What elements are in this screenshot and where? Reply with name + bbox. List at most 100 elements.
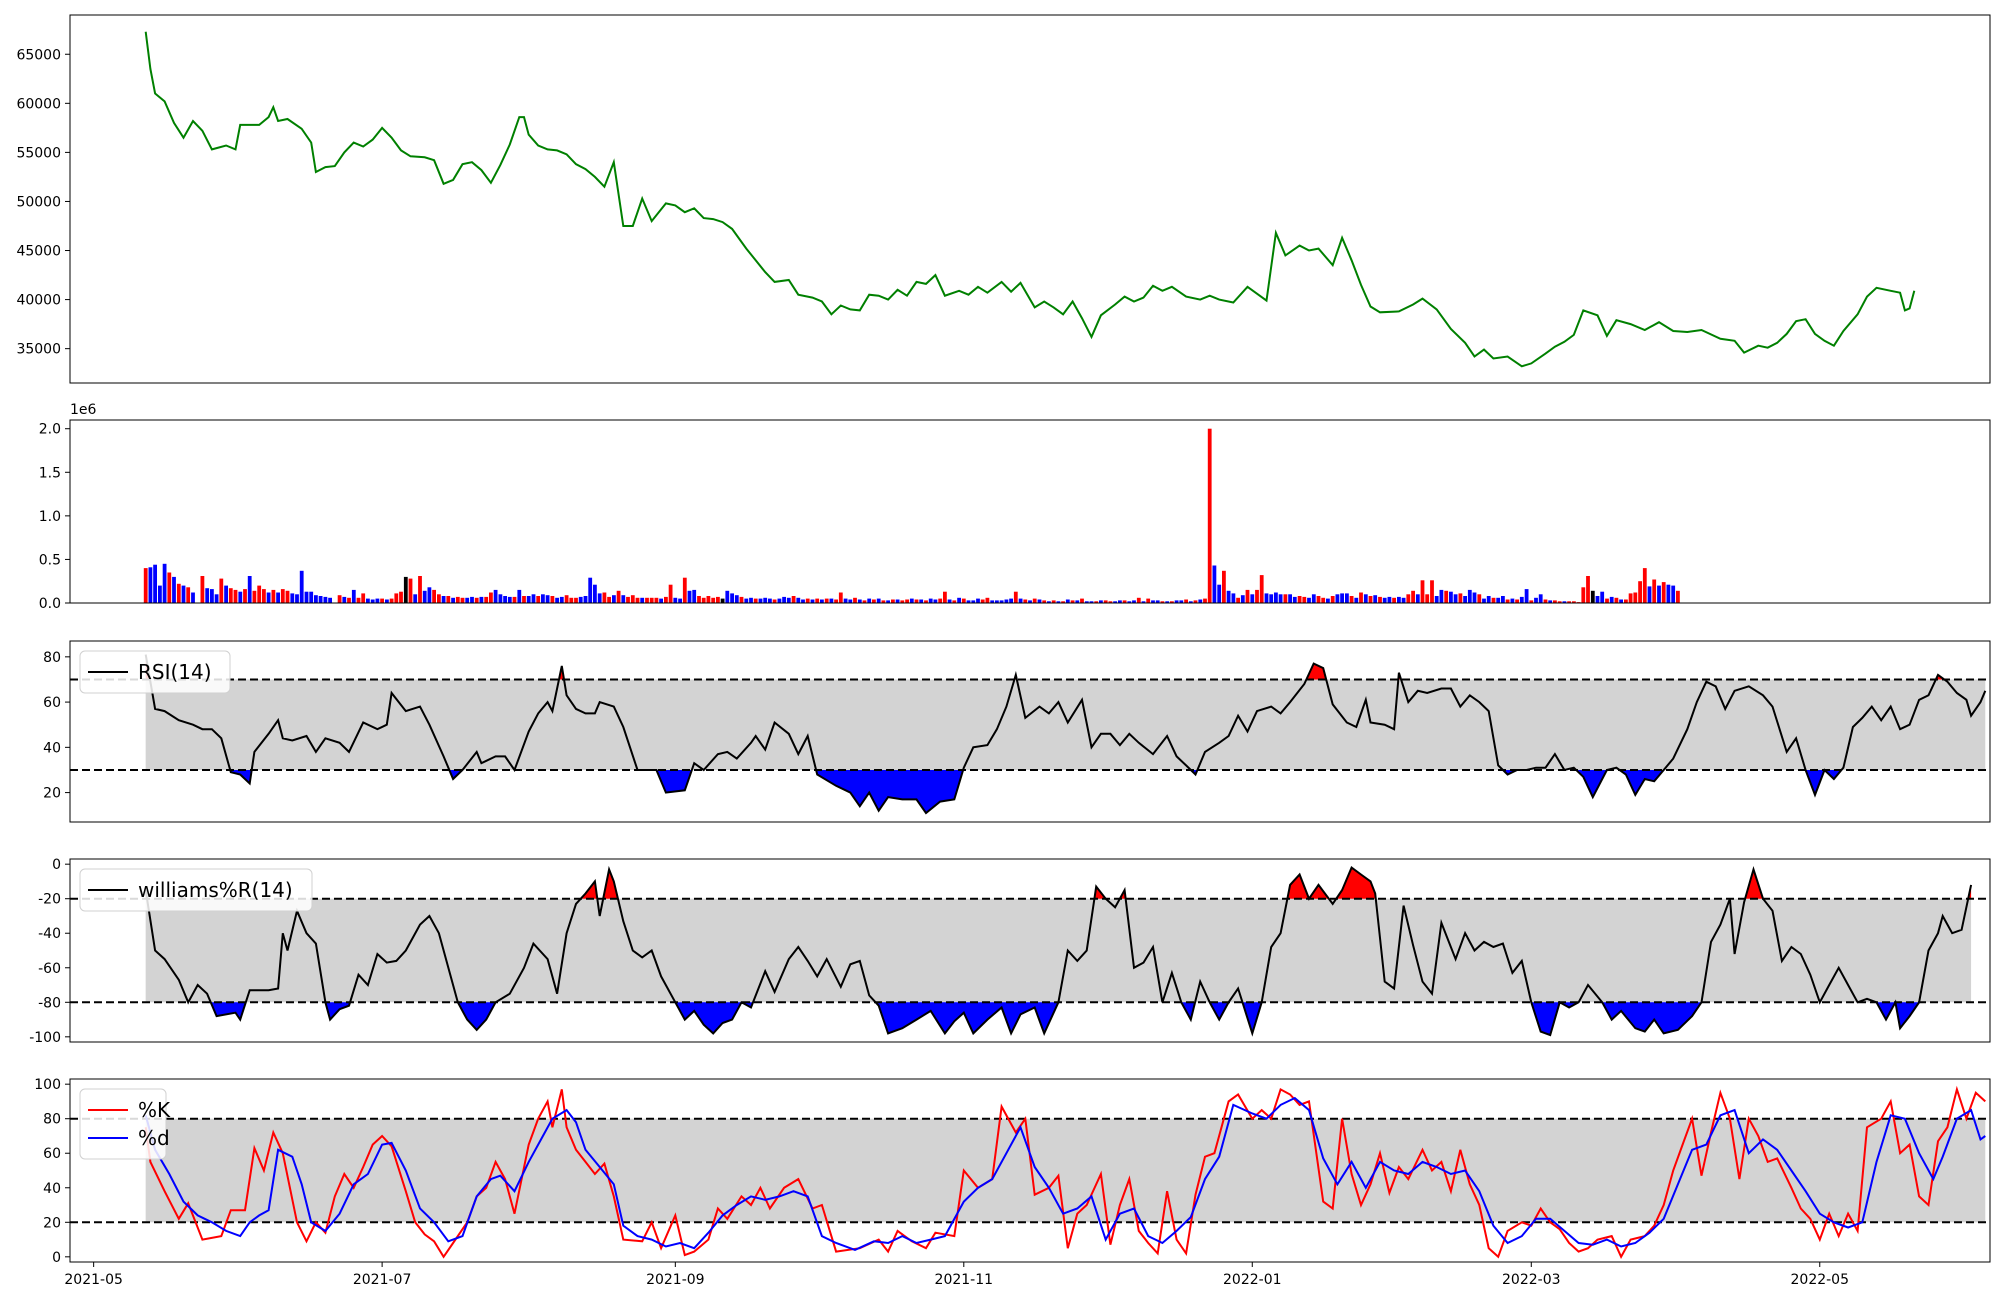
volume-bar — [1538, 594, 1543, 603]
volume-bar — [437, 594, 441, 603]
volume-bar — [1657, 585, 1661, 603]
volume-bar — [285, 590, 290, 603]
volume-bar — [1486, 596, 1491, 603]
volume-bar — [1136, 597, 1141, 603]
volume-bar — [593, 584, 597, 603]
volume-bar — [744, 598, 749, 603]
stochastic-legend: %K %d — [79, 1088, 171, 1160]
legend-label: williams%R(14) — [138, 878, 293, 902]
volume-bar — [375, 598, 380, 603]
volume-bar — [730, 593, 734, 603]
volume-bar — [422, 590, 427, 603]
volume-bar — [933, 599, 938, 603]
volume-bar — [1382, 597, 1387, 603]
x-tick-label: 2021-11 — [935, 1272, 994, 1288]
volume-bar — [1160, 601, 1165, 603]
volume-bar — [820, 599, 824, 603]
price-panel: 35000 40000 45000 50000 55000 60000 65000 — [16, 14, 1991, 384]
volume-bar — [1013, 591, 1018, 603]
volume-bar — [507, 596, 512, 603]
williams-r-oversold-fill — [457, 1002, 496, 1030]
volume-bar — [905, 599, 909, 603]
volume-bar — [1056, 601, 1061, 603]
volume-bar — [1222, 570, 1226, 603]
volume-bar — [914, 599, 919, 603]
volume-bar — [838, 592, 843, 603]
volume-bar — [796, 597, 801, 603]
volume-bar — [1482, 598, 1486, 603]
volume-bar — [295, 594, 299, 603]
volume-bar — [1666, 584, 1671, 603]
volume-bar — [801, 599, 805, 603]
volume-bar — [1515, 599, 1519, 603]
volume-bar — [257, 585, 262, 603]
volume-bar — [1586, 576, 1590, 603]
williams-r-oversold-fill — [675, 1002, 742, 1034]
volume-bar — [418, 576, 422, 603]
volume-bar — [432, 589, 436, 603]
volume-bar — [872, 599, 876, 603]
volume-bar — [782, 596, 786, 603]
volume-bar — [1349, 596, 1354, 603]
volume-bar — [621, 595, 626, 603]
volume-bar — [924, 600, 928, 603]
volume-bar — [328, 597, 332, 603]
volume-bar — [772, 599, 777, 603]
volume-bar — [389, 598, 394, 603]
volume-bar — [749, 597, 753, 603]
volume-bar — [583, 596, 588, 603]
volume-bar — [1269, 594, 1274, 603]
volume-bar — [399, 591, 403, 603]
volume-bar — [172, 576, 176, 603]
volume-bar — [900, 600, 905, 603]
volume-bar — [1141, 601, 1146, 603]
volume-bar — [465, 597, 470, 603]
volume-bar — [786, 597, 791, 603]
volume-bar — [1321, 597, 1326, 603]
volume-bar — [947, 599, 952, 603]
volume-bar — [351, 589, 356, 603]
volume-bar — [1534, 597, 1538, 603]
volume-bar — [1203, 598, 1207, 603]
volume-bar — [1458, 593, 1463, 603]
volume-bar — [649, 597, 654, 603]
volume-bar — [716, 596, 720, 603]
volume-bar — [810, 599, 815, 603]
volume-bar — [891, 599, 895, 603]
y-tick-label: -60 — [38, 961, 61, 977]
volume-bar — [725, 590, 730, 603]
volume-bar — [1288, 594, 1292, 603]
volume-bar — [1472, 592, 1477, 603]
volume-bar — [1326, 598, 1330, 603]
volume-bar — [1307, 597, 1311, 603]
y-tick-label: 100 — [34, 1077, 61, 1093]
x-tick-label: 2022-03 — [1502, 1272, 1561, 1288]
volume-bar — [460, 597, 465, 603]
volume-bar — [758, 598, 763, 603]
volume-bar — [1614, 597, 1619, 603]
volume-bar — [853, 597, 857, 603]
y-tick-label: 40 — [43, 1181, 61, 1197]
volume-bar — [734, 595, 739, 603]
volume-bar — [167, 572, 172, 603]
volume-bar — [219, 578, 224, 603]
volume-bar — [181, 585, 186, 603]
volume-bar — [1543, 599, 1548, 603]
williams-r-oversold-fill — [1895, 1002, 1920, 1029]
volume-bar — [356, 597, 361, 603]
volume-bar — [957, 597, 961, 603]
volume-bar — [1047, 601, 1051, 603]
volume-bar — [176, 583, 181, 603]
volume-bar — [1255, 589, 1259, 603]
volume-bar — [413, 594, 418, 603]
volume-bar — [701, 597, 706, 603]
volume-bar — [318, 596, 323, 603]
y-tick-label: 0 — [52, 857, 61, 873]
volume-bar — [824, 598, 829, 603]
volume-bar — [1070, 600, 1075, 603]
volume-bar — [162, 563, 167, 603]
volume-bar — [441, 596, 446, 603]
volume-bar — [266, 592, 271, 603]
y-tick-label: 1.5 — [39, 465, 61, 481]
volume-bar — [588, 577, 593, 603]
